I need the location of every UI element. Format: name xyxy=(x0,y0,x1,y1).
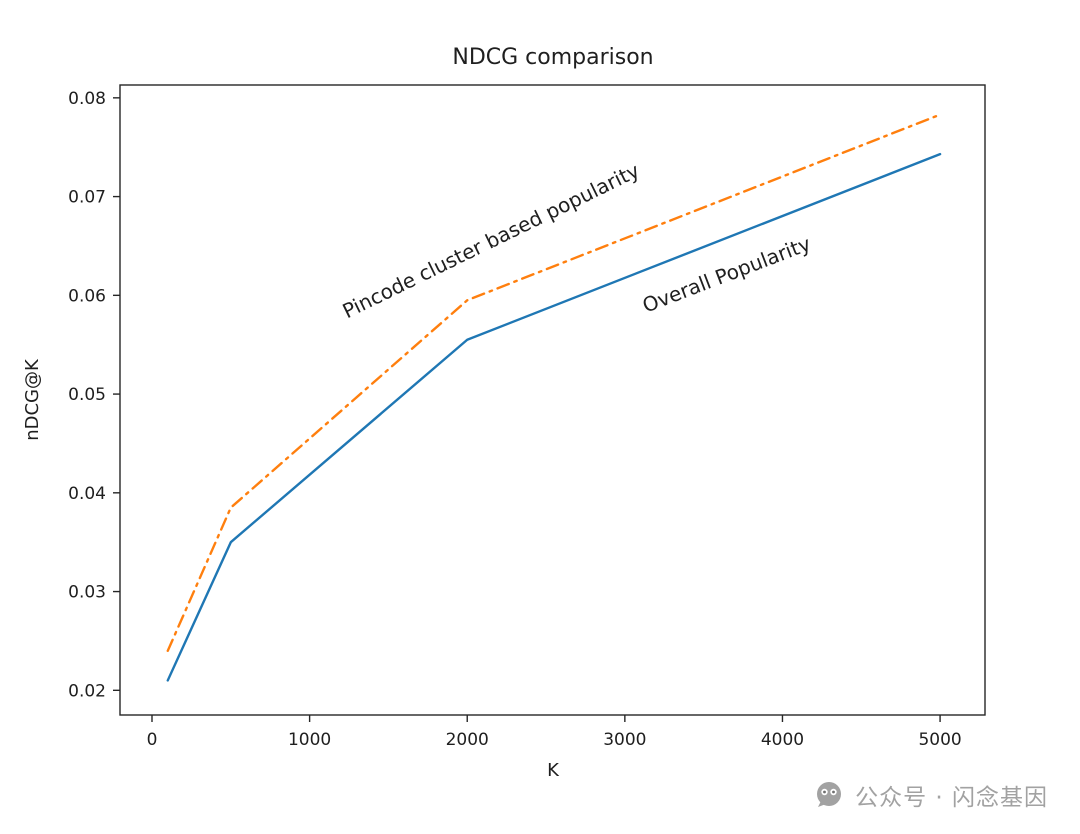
y-tick-label: 0.03 xyxy=(68,583,106,603)
y-tick-label: 0.04 xyxy=(68,484,106,504)
y-tick-label: 0.05 xyxy=(68,385,106,405)
wechat-official-account-icon xyxy=(817,782,842,807)
y-tick-label: 0.06 xyxy=(68,286,106,306)
series-line-overall-popularity xyxy=(166,152,942,682)
series-label-overall-popularity: Overall Popularity xyxy=(639,231,814,317)
x-tick-label: 0 xyxy=(147,730,158,750)
plot-area: 0 1000 2000 3000 4000 5000 0.02 0.03 0.04 0.05 0.0… xyxy=(68,84,986,750)
watermark: 公众号 · 闪念基因 xyxy=(814,778,1048,812)
watermark-text: 公众号 · 闪念基因 xyxy=(855,785,1048,811)
x-tick-label: 5000 xyxy=(918,730,961,750)
y-tick-label: 0.02 xyxy=(68,681,106,701)
series-line-pincode-cluster-based-popularity xyxy=(166,113,942,653)
x-tick-label: 2000 xyxy=(446,730,489,750)
x-axis-label: K xyxy=(547,760,560,781)
y-axis-label: nDCG@K xyxy=(22,358,43,441)
axes-spines xyxy=(119,84,986,716)
x-tick-label: 4000 xyxy=(761,730,804,750)
y-tick-label: 0.07 xyxy=(68,188,106,208)
x-tick-label: 1000 xyxy=(288,730,331,750)
x-tick-label: 3000 xyxy=(603,730,646,750)
chart-title: NDCG comparison xyxy=(452,45,653,70)
series-label-pincode-cluster: Pincode cluster based popularity xyxy=(339,158,644,323)
y-tick-label: 0.08 xyxy=(68,89,106,109)
